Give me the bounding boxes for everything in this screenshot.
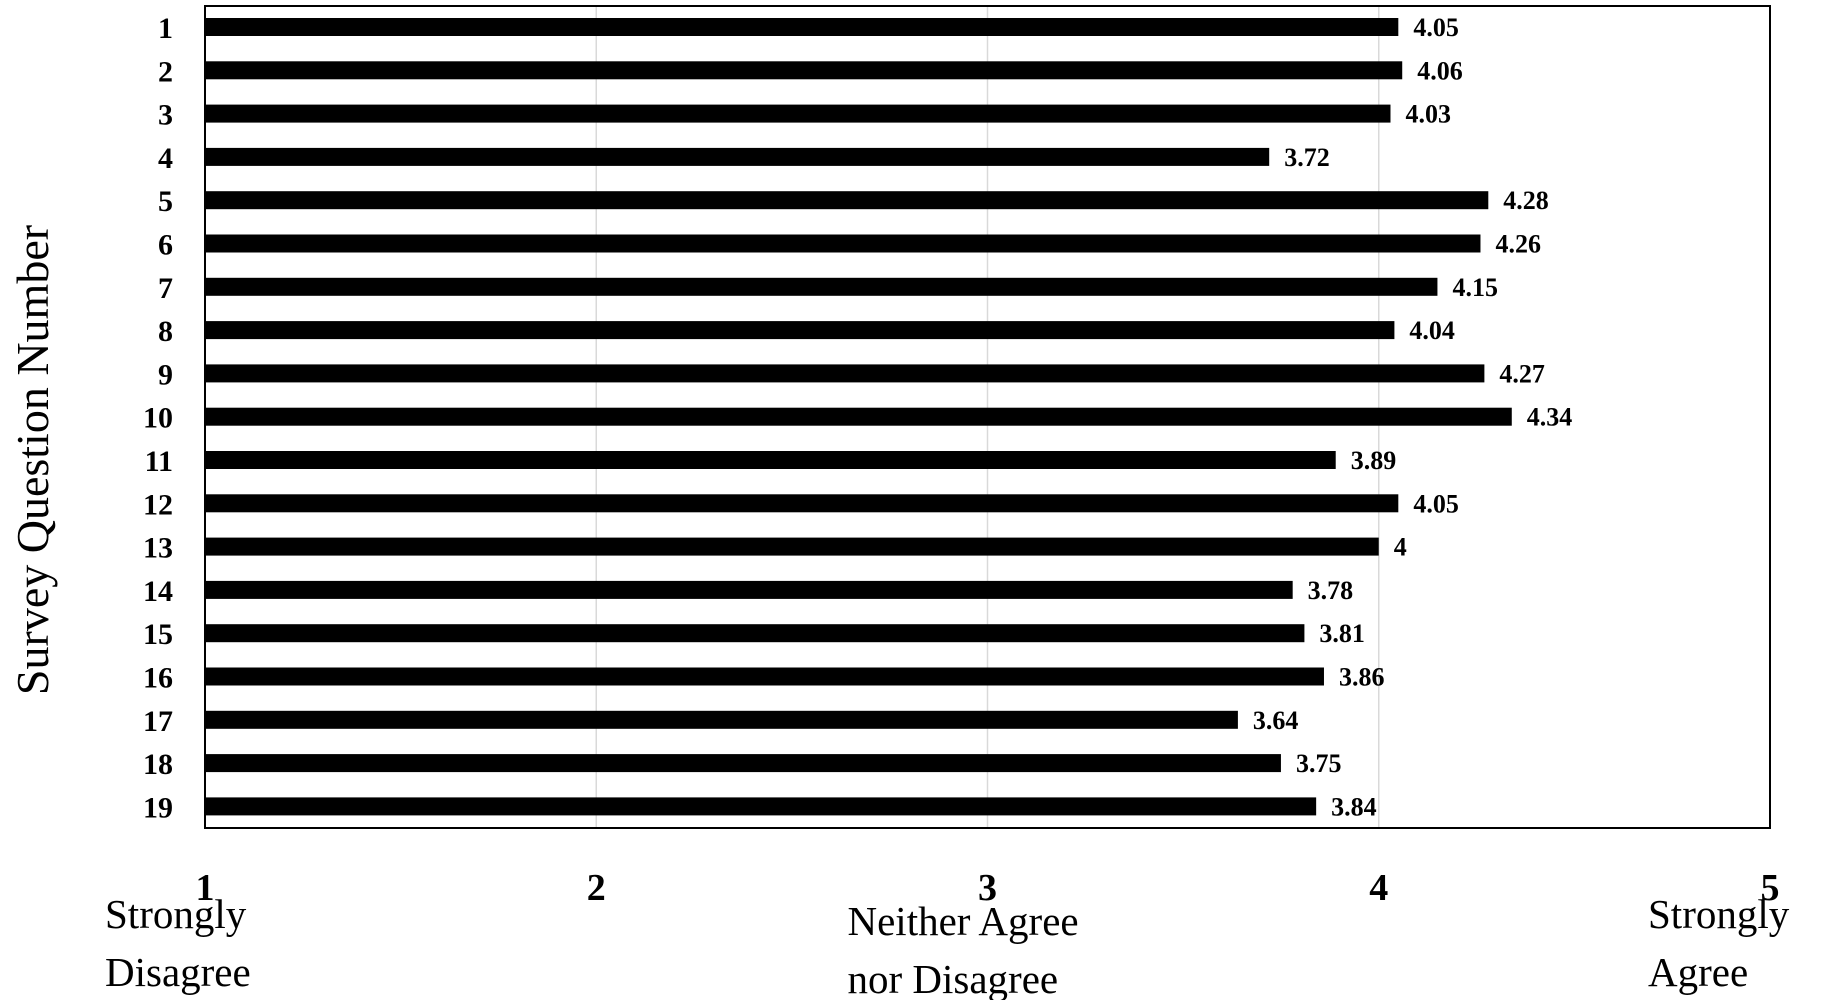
category-label-q4: 4 (158, 142, 173, 175)
y-axis-title: Survey Question Number (7, 225, 58, 695)
category-label-q12: 12 (143, 488, 173, 521)
bar-q18 (205, 754, 1281, 772)
value-label-q19: 3.84 (1331, 792, 1377, 821)
value-label-q1: 4.05 (1413, 13, 1459, 42)
anchor-label-3-line2: nor Disagree (848, 956, 1059, 1000)
bar-q3 (205, 105, 1390, 123)
bar-q15 (205, 624, 1304, 642)
category-label-q10: 10 (143, 402, 173, 435)
value-label-q4: 3.72 (1284, 143, 1330, 172)
scale-anchor-labels: Strongly Disagree Neither Agree nor Disagre… (105, 891, 1790, 1000)
bar-q1 (205, 18, 1398, 36)
anchor-label-1-line1: Strongly (105, 891, 247, 937)
bar-q2 (205, 61, 1402, 79)
value-label-q16: 3.86 (1339, 663, 1385, 692)
bars (205, 18, 1512, 815)
bar-q6 (205, 235, 1480, 253)
value-label-q11: 3.89 (1351, 446, 1397, 475)
value-label-q14: 3.78 (1308, 576, 1354, 605)
anchor-label-5-line1: Strongly (1648, 891, 1790, 937)
category-label-q14: 14 (143, 575, 173, 608)
value-label-q10: 4.34 (1527, 403, 1573, 432)
bar-q7 (205, 278, 1437, 296)
category-label-q2: 2 (158, 55, 173, 88)
value-label-q2: 4.06 (1417, 56, 1463, 85)
bar-q16 (205, 668, 1324, 686)
value-label-q3: 4.03 (1405, 100, 1451, 129)
category-label-q11: 11 (145, 445, 173, 478)
category-label-q16: 16 (143, 662, 173, 695)
anchor-label-5-line2: Agree (1648, 949, 1748, 995)
anchor-label-3-line1: Neither Agree (848, 898, 1079, 944)
category-label-q19: 19 (143, 791, 173, 824)
value-label-q18: 3.75 (1296, 749, 1342, 778)
anchor-label-1-line2: Disagree (105, 949, 251, 995)
bar-q4 (205, 148, 1269, 166)
value-label-q7: 4.15 (1452, 273, 1498, 302)
bar-q14 (205, 581, 1293, 599)
value-label-q12: 4.05 (1413, 489, 1459, 518)
category-label-q7: 7 (158, 272, 173, 305)
category-label-q5: 5 (158, 185, 173, 218)
value-label-q17: 3.64 (1253, 706, 1299, 735)
bar-q11 (205, 451, 1336, 469)
bar-q17 (205, 711, 1238, 729)
bar-q8 (205, 321, 1394, 339)
category-label-q17: 17 (143, 705, 173, 738)
category-label-q15: 15 (143, 618, 173, 651)
bar-q19 (205, 797, 1316, 815)
x-tick-4: 4 (1369, 867, 1388, 909)
category-label-q1: 1 (158, 12, 173, 45)
bar-q9 (205, 364, 1484, 382)
value-label-q9: 4.27 (1499, 359, 1545, 388)
value-label-q15: 3.81 (1319, 619, 1365, 648)
category-label-q8: 8 (158, 315, 173, 348)
bar-q13 (205, 538, 1379, 556)
value-label-q5: 4.28 (1503, 186, 1549, 215)
category-label-q9: 9 (158, 358, 173, 391)
value-label-q8: 4.04 (1409, 316, 1455, 345)
category-label-q3: 3 (158, 99, 173, 132)
x-tick-2: 2 (587, 867, 606, 909)
bar-q10 (205, 408, 1512, 426)
category-label-q13: 13 (143, 532, 173, 565)
value-label-q13: 4 (1394, 533, 1407, 562)
bar-q12 (205, 494, 1398, 512)
category-label-q6: 6 (158, 229, 173, 262)
category-label-q18: 18 (143, 748, 173, 781)
value-label-q6: 4.26 (1495, 230, 1541, 259)
bar-q5 (205, 191, 1488, 209)
